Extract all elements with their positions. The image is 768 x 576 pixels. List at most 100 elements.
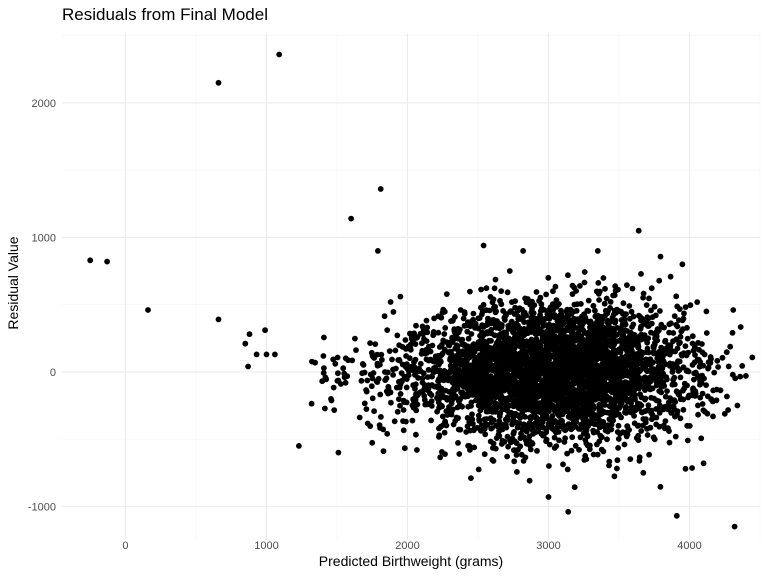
data-point (533, 414, 540, 421)
data-point (493, 341, 500, 348)
data-point (423, 317, 430, 324)
data-point (569, 404, 576, 411)
data-point (647, 361, 654, 368)
data-point (594, 451, 601, 458)
data-point (591, 421, 598, 428)
data-point (571, 301, 578, 308)
data-point (470, 310, 477, 317)
data-point (596, 354, 602, 360)
data-point (555, 338, 562, 345)
data-point (331, 407, 338, 413)
data-point (606, 329, 613, 336)
data-point (607, 381, 614, 388)
data-point (320, 370, 327, 376)
data-point (488, 317, 494, 324)
y-axis-label: Residual Value (5, 236, 21, 329)
data-point (729, 371, 736, 378)
data-point (724, 393, 730, 400)
data-point (518, 342, 525, 348)
data-point (636, 454, 643, 461)
data-point (641, 408, 648, 415)
data-point (615, 445, 621, 451)
data-point (509, 420, 516, 427)
data-point (603, 385, 609, 392)
data-point (727, 343, 734, 350)
data-point (468, 403, 474, 409)
data-point (572, 442, 579, 449)
data-point (262, 327, 268, 334)
data-point (475, 412, 482, 419)
data-point (729, 329, 736, 336)
data-point (514, 337, 521, 343)
data-point (335, 370, 341, 377)
data-point (666, 439, 673, 446)
data-point (622, 319, 628, 326)
grid (62, 33, 761, 540)
y-tick-label: 2000 (32, 98, 56, 110)
data-point (479, 379, 486, 386)
data-point (505, 443, 511, 450)
data-point (414, 447, 420, 453)
data-point (615, 422, 622, 429)
data-point (631, 387, 638, 394)
data-point (624, 282, 630, 288)
data-point (377, 186, 384, 192)
data-point (414, 334, 421, 340)
data-point (473, 389, 479, 396)
data-point (436, 359, 442, 366)
data-point (682, 304, 689, 310)
data-point (390, 372, 396, 378)
data-point (576, 383, 583, 390)
data-point (444, 412, 451, 418)
data-point (458, 381, 465, 387)
data-point (564, 318, 570, 325)
points (87, 51, 756, 530)
data-point (541, 316, 547, 323)
data-point (483, 285, 490, 292)
data-point (364, 377, 371, 384)
data-point (369, 439, 376, 446)
data-point (652, 312, 659, 319)
data-point (589, 367, 595, 374)
data-point (657, 253, 664, 260)
data-point (600, 419, 607, 425)
data-point (447, 408, 454, 414)
data-point (377, 425, 383, 431)
data-point (461, 341, 468, 348)
data-point (593, 346, 600, 353)
data-point (677, 415, 684, 422)
data-point (572, 344, 579, 351)
data-point (576, 446, 582, 453)
data-point (272, 351, 278, 358)
data-point (435, 390, 442, 397)
data-point (460, 315, 467, 322)
data-point (334, 354, 341, 361)
data-point (580, 320, 586, 327)
data-point (627, 352, 634, 359)
data-point (608, 343, 614, 350)
data-point (403, 399, 410, 406)
data-point (670, 361, 676, 367)
data-point (583, 395, 590, 402)
data-point (87, 257, 94, 264)
data-point (419, 375, 426, 382)
data-point (425, 385, 432, 392)
data-point (602, 307, 609, 314)
data-point (708, 355, 714, 362)
data-point (554, 378, 561, 385)
data-point (614, 356, 620, 362)
data-point (528, 314, 535, 321)
data-point (603, 339, 610, 346)
data-point (353, 347, 359, 353)
data-point (596, 403, 603, 410)
data-point (739, 363, 746, 369)
data-point (472, 362, 478, 369)
data-point (486, 338, 493, 344)
data-point (543, 436, 550, 443)
data-point (410, 382, 417, 389)
data-point (637, 333, 644, 339)
data-point (681, 380, 688, 387)
data-point (491, 285, 498, 292)
data-point (604, 362, 610, 369)
data-point (469, 411, 475, 418)
